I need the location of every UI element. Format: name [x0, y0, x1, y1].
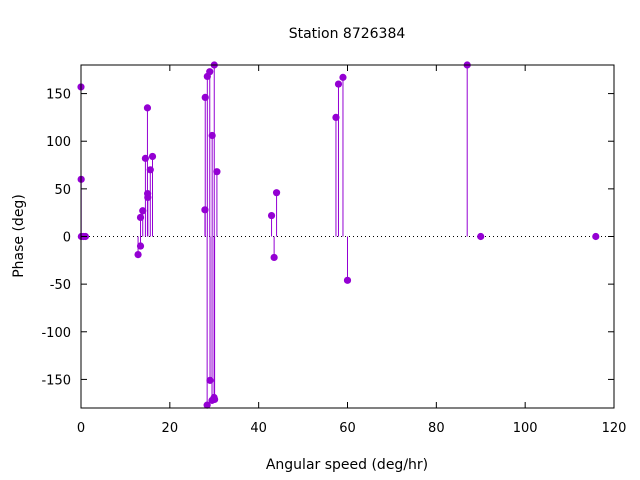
y-tick-label: 150 [46, 88, 71, 103]
data-point [272, 189, 281, 197]
x-tick-label: 60 [339, 421, 356, 436]
data-point [203, 401, 211, 409]
x-tick-label: 120 [602, 421, 627, 436]
x-tick-label: 80 [428, 421, 445, 436]
data-point [201, 93, 209, 101]
plot-frame [80, 64, 615, 409]
x-tick-label: 0 [77, 421, 85, 436]
data-point [134, 251, 142, 259]
data-point [206, 376, 214, 384]
data-point [477, 232, 485, 241]
x-axis-label: Angular speed (deg/hr) [266, 457, 428, 473]
data-point [148, 152, 157, 161]
data-point [136, 242, 145, 250]
x-tick-label: 100 [513, 421, 538, 436]
data-point [213, 168, 221, 176]
y-axis-label: Phase (deg) [11, 194, 27, 278]
data-point [592, 232, 600, 241]
data-point [141, 154, 150, 162]
data-point [334, 80, 343, 88]
data-point [208, 131, 216, 140]
data-point [339, 73, 347, 81]
y-tick-label: 50 [54, 183, 71, 198]
data-point [343, 276, 352, 284]
data-point [146, 166, 154, 174]
data-point [139, 207, 147, 215]
data-point [136, 213, 145, 222]
x-tick-label: 20 [162, 421, 179, 436]
y-tick-label: -100 [41, 326, 71, 341]
data-point [201, 206, 209, 214]
data-point [332, 113, 340, 122]
data-point [143, 104, 152, 112]
data-point [211, 395, 219, 404]
y-tick-label: -150 [41, 373, 71, 388]
data-point [144, 193, 152, 202]
y-tick-label: -50 [50, 278, 71, 293]
y-tick-label: 100 [46, 135, 71, 150]
data-point [267, 211, 276, 220]
y-tick-label: 0 [63, 231, 71, 246]
data-point [206, 68, 214, 76]
data-point [270, 253, 278, 262]
x-tick-label: 40 [250, 421, 267, 436]
chart-title: Station 8726384 [289, 26, 406, 42]
